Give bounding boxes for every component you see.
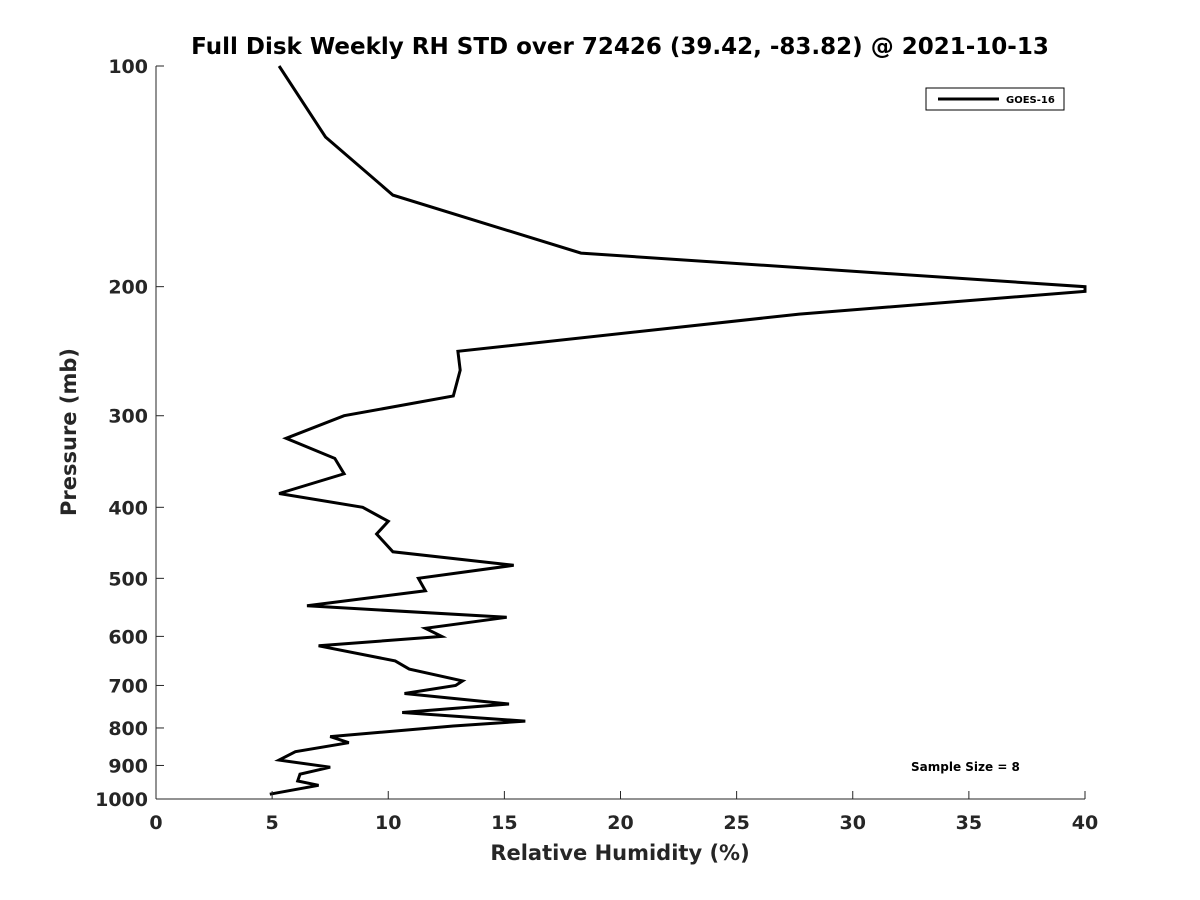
y-tick-label: 800 (108, 718, 148, 740)
x-tick-label: 15 (491, 812, 517, 834)
y-tick-label: 300 (108, 406, 148, 428)
legend: GOES-16 (925, 87, 1065, 111)
sample-size-annotation: Sample Size = 8 (911, 760, 1020, 774)
y-tick-label: 500 (108, 568, 148, 590)
y-tick-label: 1000 (95, 789, 148, 811)
chart-title: Full Disk Weekly RH STD over 72426 (39.4… (191, 34, 1049, 60)
plot-area (269, 65, 1087, 796)
y-tick-label: 100 (108, 56, 148, 78)
y-tick-label: 700 (108, 675, 148, 697)
x-tick-label: 0 (149, 812, 162, 834)
legend-label: GOES-16 (1006, 95, 1055, 106)
x-tick-label: 25 (723, 812, 749, 834)
x-tick-label: 40 (1072, 812, 1098, 834)
y-tick-label: 400 (108, 497, 148, 519)
y-tick-label: 200 (108, 277, 148, 299)
x-tick-label: 35 (956, 812, 982, 834)
series-line (269, 65, 1087, 796)
x-axis-label: Relative Humidity (%) (490, 841, 749, 865)
y-tick-label: 900 (108, 755, 148, 777)
x-tick-label: 10 (375, 812, 401, 834)
x-tick-label: 20 (607, 812, 633, 834)
x-axis: 0 5 10 15 20 25 30 35 40 (149, 791, 1098, 834)
x-tick-label: 30 (840, 812, 866, 834)
y-tick-label: 600 (108, 626, 148, 648)
y-axis-label: Pressure (mb) (57, 348, 81, 516)
y-axis: 100 200 300 400 500 600 700 800 900 1000 (95, 56, 164, 811)
x-tick-label: 5 (266, 812, 279, 834)
